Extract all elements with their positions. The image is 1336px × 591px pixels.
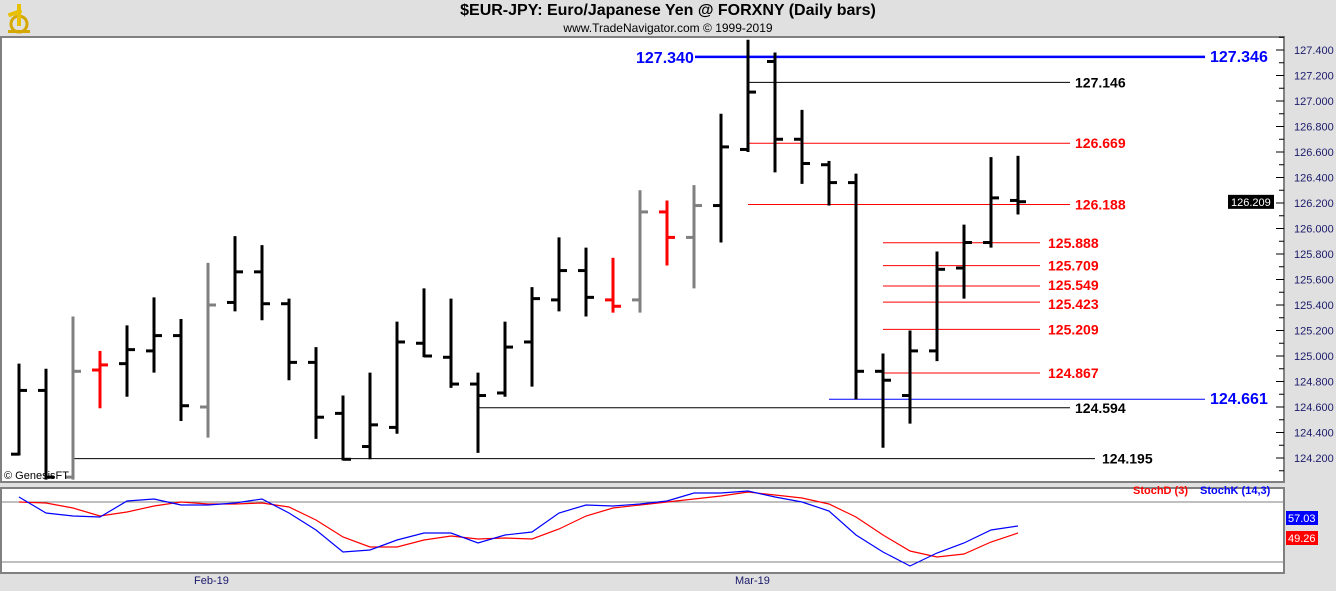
stoch-value-box	[1286, 531, 1318, 545]
y-tick-label: 125.800	[1294, 249, 1334, 261]
ohlc-bar	[389, 321, 405, 434]
y-tick-label: 125.600	[1294, 275, 1334, 287]
y-tick-label: 126.600	[1294, 147, 1334, 159]
ohlc-bar	[227, 236, 243, 312]
level-label: 125.888	[1048, 235, 1099, 251]
stoch-panel	[0, 487, 1285, 574]
y-tick-label: 127.400	[1294, 45, 1334, 57]
ohlc-bar	[632, 190, 648, 313]
y-tick-label: 126.200	[1294, 198, 1334, 210]
ohlc-bar	[335, 395, 351, 461]
ohlc-bar	[659, 200, 675, 266]
y-tick-label: 124.200	[1294, 453, 1334, 465]
ohlc-bar	[740, 39, 756, 152]
ohlc-bar	[65, 316, 81, 480]
y-tick-label: 127.000	[1294, 96, 1334, 108]
y-tick-label: 125.200	[1294, 326, 1334, 338]
level-label: 124.594	[1075, 400, 1126, 416]
chart-subtitle: www.TradeNavigator.com © 1999-2019	[563, 21, 773, 35]
level-label: 126.669	[1075, 135, 1126, 151]
stoch-value-box	[1286, 511, 1318, 525]
ohlc-bar	[767, 52, 783, 173]
ohlc-bar	[686, 185, 702, 289]
ohlc-bar	[92, 350, 108, 409]
ohlc-bar	[1010, 155, 1026, 215]
level-label: 124.195	[1102, 451, 1153, 467]
x-tick-feb: Feb-19	[194, 575, 229, 587]
stoch-value-label: 49.26	[1288, 533, 1316, 545]
ohlc-bar	[308, 347, 324, 439]
ohlc-bar	[902, 330, 918, 424]
x-tick-mar: Mar-19	[735, 575, 770, 587]
level-label: 125.549	[1048, 277, 1099, 293]
y-tick-label: 126.400	[1294, 173, 1334, 185]
ohlc-bar	[551, 237, 567, 312]
level-label: 125.709	[1048, 258, 1099, 274]
stochk-line	[18, 490, 1019, 567]
ohlc-bar	[416, 288, 432, 358]
ohlc-bar	[821, 160, 837, 206]
ohlc-bar	[848, 173, 864, 400]
ohlc-bar	[956, 224, 972, 299]
last-price-box	[1228, 194, 1274, 209]
legend-stochd: StochD (3)	[1133, 485, 1188, 497]
y-tick-label: 125.400	[1294, 300, 1334, 312]
y-tick-label: 126.800	[1294, 122, 1334, 134]
ohlc-bar	[200, 262, 216, 438]
copyright-text: © GenesisFT	[4, 470, 69, 482]
ohlc-bar	[146, 297, 162, 373]
ohlc-bar	[11, 363, 27, 456]
ohlc-bar	[497, 321, 513, 397]
stochd-line	[18, 491, 1019, 558]
chart-title: $EUR-JPY: Euro/Japanese Yen @ FORXNY (Da…	[460, 2, 876, 19]
ohlc-bar	[524, 287, 540, 387]
ohlc-bar	[362, 372, 378, 460]
ohlc-bar	[578, 247, 594, 317]
y-tick-label: 124.800	[1294, 377, 1334, 389]
ohlc-bar	[983, 157, 999, 248]
level-label: 127.146	[1075, 74, 1126, 90]
y-tick-label: 124.400	[1294, 428, 1334, 440]
y-tick-label: 124.600	[1294, 402, 1334, 414]
stoch-value-label: 57.03	[1288, 513, 1316, 525]
ohlc-bar	[119, 325, 135, 397]
ohlc-bar	[443, 298, 459, 388]
y-tick-label: 126.000	[1294, 224, 1334, 236]
ohlc-bar	[605, 257, 621, 313]
level-label: 127.346	[1210, 49, 1268, 66]
ohlc-bar	[470, 372, 486, 453]
ohlc-bar	[875, 353, 891, 448]
level-label: 125.209	[1048, 321, 1099, 337]
ohlc-bar	[173, 319, 189, 422]
trade-navigator-logo	[7, 4, 30, 34]
level-label: 124.867	[1048, 365, 1099, 381]
y-tick-label: 127.200	[1294, 71, 1334, 83]
ohlc-bar	[794, 109, 810, 184]
ohlc-bar	[929, 251, 945, 362]
ohlc-bar	[38, 368, 54, 480]
level-label: 124.661	[1210, 391, 1268, 408]
last-price-label: 126.209	[1231, 197, 1271, 209]
ohlc-bar	[713, 113, 729, 243]
ohlc-bar	[254, 245, 270, 321]
level-label: 126.188	[1075, 197, 1126, 213]
y-tick-label: 125.000	[1294, 351, 1334, 363]
legend-stochk: StochK (14,3)	[1200, 485, 1271, 497]
level-left-label: 127.340	[636, 50, 694, 67]
level-label: 125.423	[1048, 296, 1099, 312]
ohlc-bar	[281, 298, 297, 381]
